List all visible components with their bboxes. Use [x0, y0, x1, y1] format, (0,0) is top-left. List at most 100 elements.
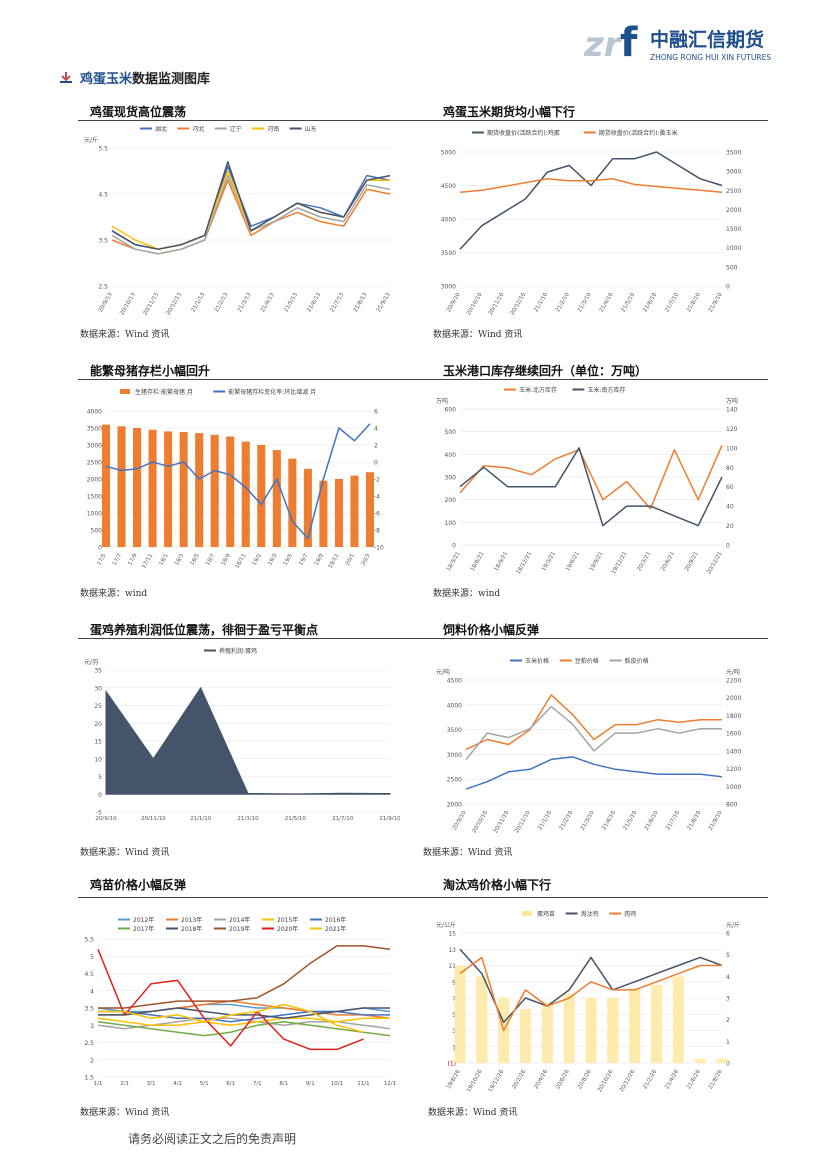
- y-tick-label: 15: [448, 931, 456, 938]
- y-tick-label: 0: [98, 792, 102, 799]
- x-tick-label: 20/9/10: [446, 292, 462, 314]
- y-tick-label: 4: [90, 988, 94, 995]
- y-tick-right-label: 1500: [726, 226, 741, 233]
- x-tick-label: 20/1: [345, 553, 356, 567]
- y-tick-label: 3000: [447, 752, 462, 759]
- y-tick-right-label: 20: [726, 523, 734, 530]
- x-tick-label: 21/4/10: [599, 292, 615, 314]
- x-tick-label: 21/4/13: [260, 292, 276, 314]
- legend-label: 2018年: [181, 925, 202, 933]
- x-tick-label: 21/9/10: [379, 816, 400, 822]
- x-tick-label: 21/3/10: [577, 292, 593, 314]
- bar: [133, 428, 142, 547]
- source-7: 数据来源：Wind 资讯: [80, 1108, 170, 1118]
- y-tick-right-label: 2: [726, 1017, 730, 1024]
- y-tick-right-label: 6: [726, 931, 730, 938]
- series-line: [105, 423, 371, 540]
- legend-label: 湖北: [155, 126, 167, 133]
- x-tick-label: 21/1/10: [190, 816, 212, 822]
- x-tick-label: 21/7/13: [330, 292, 346, 314]
- bar: [716, 1058, 728, 1063]
- series-line: [459, 956, 722, 1032]
- y-axis-label: 元/羽: [84, 659, 98, 666]
- legend-label: 河北: [192, 126, 204, 133]
- y-tick-label: 4000: [87, 409, 102, 416]
- bullet-icon: [60, 71, 72, 83]
- bar: [607, 998, 619, 1063]
- x-tick-label: 18/6/21: [470, 551, 486, 572]
- x-tick-label: 21/7/10: [665, 810, 681, 832]
- x-tick-label: 20/12/13: [166, 292, 184, 317]
- x-tick-label: 10/1: [331, 1081, 343, 1087]
- bar: [257, 445, 266, 547]
- y-axis-right-label: 元/吨: [726, 668, 740, 676]
- chart-egg-corn-futures: 3000350040004500500055000500100015002000…: [441, 129, 742, 317]
- bar: [117, 426, 126, 547]
- bar: [303, 468, 312, 547]
- section-title: 鸡蛋玉米数据监测图库: [60, 68, 210, 87]
- bar: [334, 479, 343, 547]
- x-tick-label: 21/4/26: [664, 1069, 680, 1091]
- chart-title-2: 鸡蛋玉米期货均小幅下行: [443, 105, 576, 119]
- y-tick-label: 2500: [447, 777, 462, 784]
- y-tick-label: 5: [98, 774, 102, 781]
- x-tick-label: 20/2/26: [511, 1069, 527, 1091]
- x-tick-label: 21/2/13: [214, 292, 230, 314]
- y-tick-right-label: 80: [726, 465, 734, 472]
- series-line: [111, 161, 391, 250]
- y-tick-label: 2: [90, 1057, 94, 1064]
- series-line: [465, 694, 722, 751]
- x-tick-label: 21/7/10: [332, 816, 354, 822]
- x-tick-label: 1/1: [94, 1081, 103, 1087]
- y-tick-label: 2500: [87, 460, 102, 467]
- x-tick-label: 18/5: [190, 553, 202, 567]
- y-tick-right-label: 800: [726, 802, 738, 809]
- x-tick-label: 20/12/10: [510, 292, 528, 317]
- y-tick-right-label: 60: [726, 484, 734, 491]
- x-tick-label: 21/5/13: [283, 292, 299, 314]
- series-line: [97, 1017, 390, 1027]
- x-tick-label: 19/7: [298, 553, 310, 567]
- y-tick-right-label: 2500: [726, 188, 741, 195]
- legend-label: 2014年: [229, 916, 250, 924]
- y-tick-label: 400: [445, 452, 457, 459]
- y-axis-right-label: 万吨: [726, 397, 738, 405]
- series-line: [459, 948, 723, 1024]
- series-line: [97, 949, 364, 1051]
- x-tick-label: 20/10/10: [472, 810, 490, 835]
- divider-2: [78, 379, 768, 380]
- chart-feed-price: 2000 2500 3000 3500 4000 4500 800 1000 1200 1400 1…: [436, 657, 741, 835]
- bar: [629, 989, 641, 1063]
- series-line: [111, 179, 391, 255]
- y-tick-right-label: -6: [374, 511, 380, 518]
- y-tick-right-label: 4: [726, 974, 730, 981]
- y-tick-right-label: 0: [726, 1061, 730, 1068]
- y-tick-label: 1500: [87, 494, 102, 501]
- x-tick-label: 21/5/10: [285, 816, 307, 822]
- bar: [519, 1008, 532, 1063]
- x-tick-label: 20/12/26: [619, 1069, 637, 1094]
- x-tick-label: 17/11: [141, 553, 154, 570]
- y-tick-right-label: 5: [726, 952, 730, 959]
- legend-label: 养殖利润:蛋鸡: [219, 647, 257, 655]
- chart-title-8: 淘汰鸡价格小幅下行: [443, 878, 552, 892]
- chart-title-1: 鸡蛋现货高位震荡: [90, 105, 187, 119]
- y-tick-right-label: 2200: [726, 678, 741, 685]
- y-tick-label: 11: [448, 963, 456, 970]
- bar: [585, 998, 597, 1063]
- y-tick-label: 0: [98, 545, 102, 552]
- y-tick-label: 600: [445, 407, 457, 414]
- chart-title-5: 蛋鸡养殖利润低位震荡，徘徊于盈亏平衡点: [90, 623, 319, 637]
- chart-egg-spot: 2.5 3.5 4.5 5.5元/斤 20/9/13 20/10/13 20/11/13 20…: [84, 126, 392, 317]
- y-tick-label: 15: [94, 739, 102, 746]
- x-tick-label: 20/3/21: [636, 551, 652, 572]
- x-tick-label: 21/6/26: [686, 1069, 702, 1091]
- x-tick-label: 7/1: [253, 1081, 262, 1087]
- x-tick-label: 21/9/13: [376, 292, 392, 314]
- x-tick-label: 20/10/26: [597, 1069, 615, 1094]
- legend-label: 玉米价格: [525, 657, 549, 665]
- y-axis-label: 元/斤: [84, 136, 98, 144]
- bar: [241, 441, 250, 547]
- legend-label: 生猪存栏:能繁母猪 月: [135, 388, 193, 396]
